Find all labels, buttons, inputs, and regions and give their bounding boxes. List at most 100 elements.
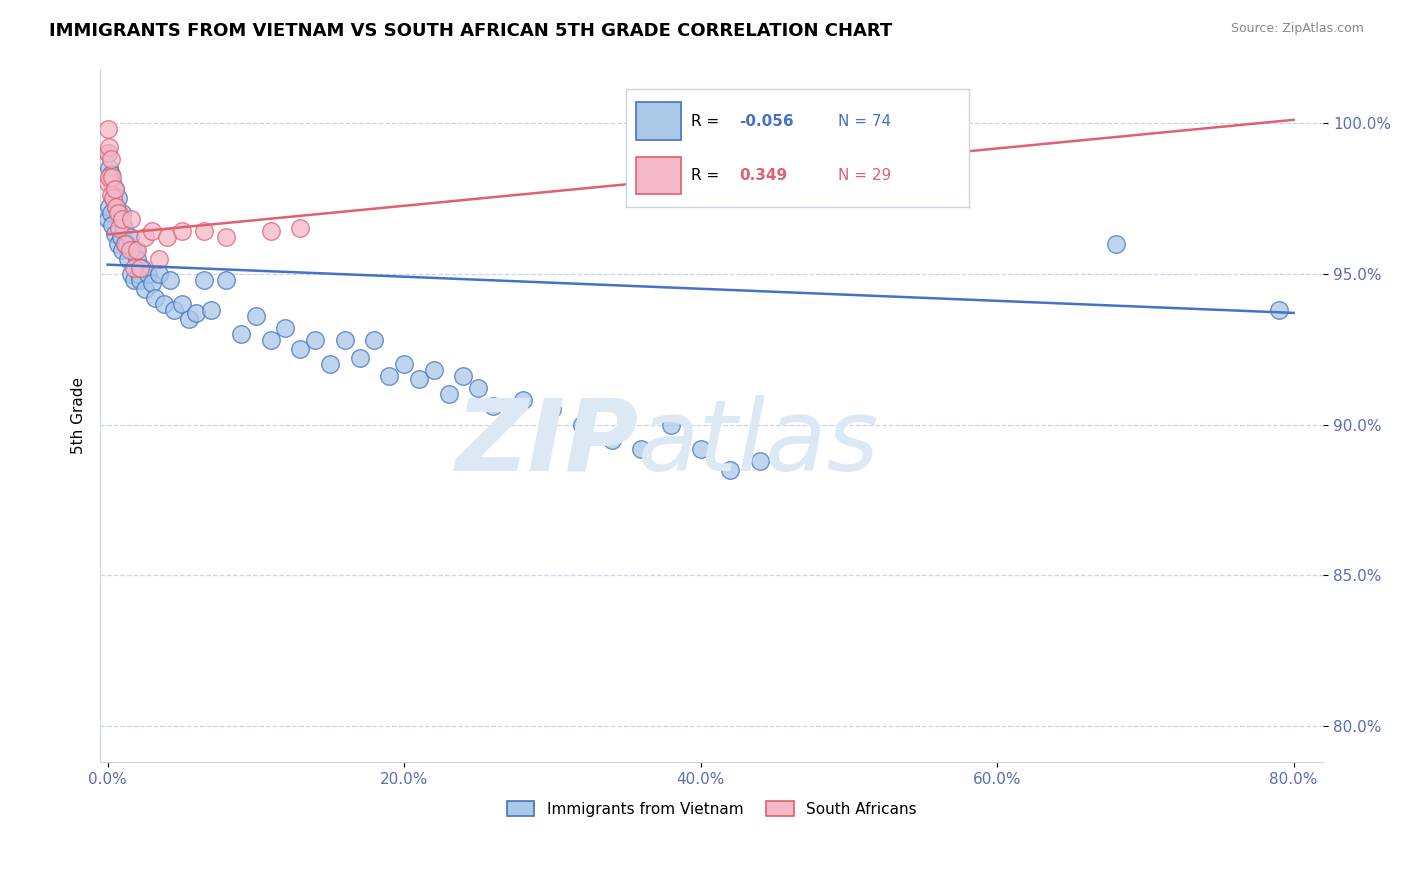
Point [215,230,238,244]
Point [363,333,385,347]
Point [630,442,652,456]
Text: Source: ZipAtlas.com: Source: ZipAtlas.com [1230,22,1364,36]
Point [122,260,145,275]
Legend: Immigrants from Vietnam, South Africans: Immigrants from Vietnam, South Africans [499,793,924,824]
Point [105,200,128,214]
Point [512,393,534,408]
Point [96,176,118,190]
Point [143,291,166,305]
Point [290,342,312,356]
Point [153,297,176,311]
Point [134,282,156,296]
Point [125,243,148,257]
Point [96,146,118,161]
Point [422,363,444,377]
Text: ZIP: ZIP [456,395,638,491]
Point [101,176,124,190]
Point [571,417,593,432]
Point [118,230,141,244]
Point [170,224,193,238]
Point [110,230,132,244]
Text: atlas: atlas [638,395,880,491]
Point [120,212,142,227]
Point [101,170,124,185]
Point [103,191,125,205]
Point [378,369,401,384]
Point [1268,302,1291,317]
Point [100,188,122,202]
Point [659,417,682,432]
Point [121,243,143,257]
Point [112,221,135,235]
Point [98,200,121,214]
Point [467,381,489,395]
Point [170,297,193,311]
Point [96,212,118,227]
Point [104,182,127,196]
Point [104,182,127,196]
Point [148,267,170,281]
Point [100,206,122,220]
Point [600,433,623,447]
Y-axis label: 5th Grade: 5th Grade [72,377,86,454]
Point [107,236,129,251]
Point [437,387,460,401]
Point [108,206,131,220]
Point [131,260,153,275]
Point [319,357,342,371]
Point [259,333,281,347]
Point [103,191,125,205]
Point [117,252,139,266]
Point [98,161,121,175]
Point [1105,236,1128,251]
Point [100,167,122,181]
Point [453,369,475,384]
Point [118,243,141,257]
Point [107,206,129,220]
Point [482,400,505,414]
Point [100,152,122,166]
Point [163,302,186,317]
Point [120,267,142,281]
Point [290,221,312,235]
Point [689,442,711,456]
Point [104,227,127,242]
Point [148,252,170,266]
Point [274,321,297,335]
Point [127,243,149,257]
Point [105,200,128,214]
Point [718,463,741,477]
Point [408,372,430,386]
Point [127,252,149,266]
Point [128,267,150,281]
Point [96,121,118,136]
Point [141,224,163,238]
Point [134,230,156,244]
Point [129,260,152,275]
Point [122,273,145,287]
Text: IMMIGRANTS FROM VIETNAM VS SOUTH AFRICAN 5TH GRADE CORRELATION CHART: IMMIGRANTS FROM VIETNAM VS SOUTH AFRICAN… [49,22,893,40]
Point [193,273,215,287]
Point [748,454,770,468]
Point [98,170,121,185]
Point [98,140,121,154]
Point [111,243,134,257]
Point [156,230,179,244]
Point [108,221,131,235]
Point [304,333,326,347]
Point [111,206,134,220]
Point [115,236,138,251]
Point [349,351,371,366]
Point [114,236,136,251]
Point [159,273,181,287]
Point [136,267,159,281]
Point [107,191,129,205]
Point [111,212,134,227]
Point [333,333,356,347]
Point [200,302,222,317]
Point [259,224,281,238]
Point [245,309,267,323]
Point [114,236,136,251]
Point [229,326,252,341]
Point [392,357,415,371]
